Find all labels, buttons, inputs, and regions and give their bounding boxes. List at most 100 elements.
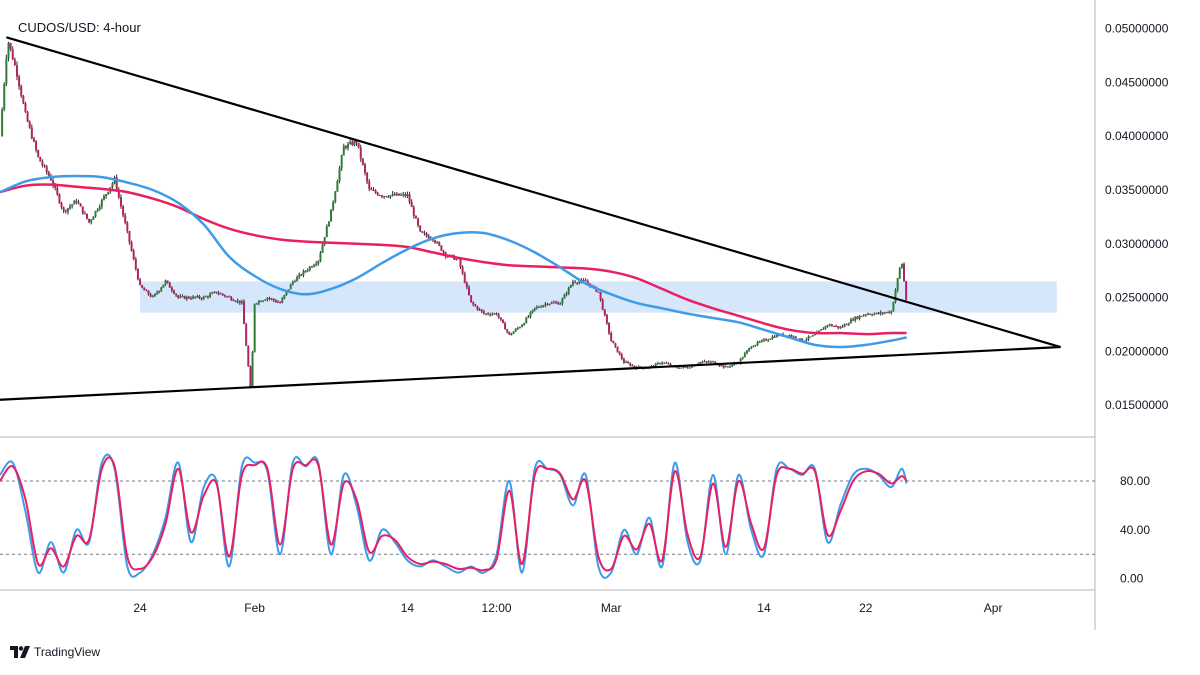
candle-body [54,185,57,188]
candle-body [705,361,708,363]
candle-body [894,290,897,302]
candle-body [805,339,808,341]
candle-body [151,296,154,298]
candle-body [370,188,373,191]
candle-body [7,43,10,59]
candle-body [731,364,734,367]
price-panel [0,36,1061,401]
candle-body [472,302,475,305]
candle-body [584,280,587,282]
candle-body [247,345,250,367]
candle-body [134,258,137,270]
candle-body [508,331,511,335]
candle-body [243,301,246,324]
candle-body [304,270,307,272]
candle-body [682,366,685,368]
candle-body [701,361,704,363]
candle-body [166,280,169,283]
candle-body [423,232,426,234]
time-tick-label: 14 [401,601,415,615]
candle-body [709,361,712,363]
candle-body [283,295,286,299]
candle-body [117,189,120,198]
candle-body [272,298,275,301]
candle-body [875,312,878,314]
candle-body [601,299,604,310]
candle-body [527,316,530,318]
candle-body [279,302,282,304]
candle-body [792,336,795,338]
candle-body [153,293,156,297]
candle-body [332,201,335,210]
candle-body [571,281,574,286]
candle-body [538,306,541,308]
triangle-trendlines [0,36,1061,401]
price-tick-label: 0.02000000 [1105,344,1169,358]
candle-body [822,328,825,330]
candle-body [366,172,369,182]
candle-body [177,295,180,298]
candle-body [221,293,224,295]
candle-body [156,292,159,294]
candle-body [100,199,103,207]
candle-body [554,302,557,304]
candle-body [206,296,209,298]
candle-body [192,296,195,299]
candle-body [204,296,207,298]
candle-body [482,311,485,314]
candle-body [397,193,400,196]
candle-body [476,306,479,310]
candle-body [743,353,746,358]
candle-body [410,202,413,208]
candle-body [15,65,18,77]
chart-title: CUDOS/USD: 4-hour [18,20,141,35]
oscillator-d-line [0,456,908,572]
candle-body [890,311,893,313]
candle-body [535,306,538,308]
candle-body [455,258,458,260]
candle-body [136,269,139,280]
candle-body [130,242,133,251]
tradingview-brand[interactable]: TradingView [10,645,100,659]
candle-body [334,191,337,202]
candle-body [775,334,778,338]
candle-body [658,363,661,365]
candle-body [497,314,500,318]
candle-body [849,319,852,324]
candle-body [119,197,122,207]
candle-body [39,156,42,162]
candle-body [223,294,226,297]
candle-body [886,311,889,313]
candle-body [463,273,466,283]
candle-body [419,225,422,232]
candle-body [474,304,477,307]
candle-body [665,362,668,364]
candle-body [612,340,615,344]
candle-body [64,210,67,212]
candle-body [470,295,473,303]
candle-body [406,194,409,197]
time-tick-label: Feb [244,601,265,615]
candle-body [357,142,360,148]
candle-body [253,303,256,353]
candle-body [769,338,772,340]
candle-body [442,250,445,253]
candle-body [73,200,76,205]
candle-body [236,300,239,302]
fast-moving-average-line [0,174,907,349]
candle-body [132,250,135,259]
candle-body [202,296,205,299]
candle-body [77,202,80,204]
candle-body [484,313,487,315]
candle-body [211,292,214,295]
candle-body [684,366,687,368]
candle-body [898,268,901,279]
candle-body [625,361,628,363]
candle-body [289,284,292,290]
candle-body [720,365,723,367]
candle-body [854,316,857,321]
candle-body [3,83,6,110]
candle-body [678,367,681,369]
candle-body [489,314,492,316]
candle-body [368,181,371,189]
